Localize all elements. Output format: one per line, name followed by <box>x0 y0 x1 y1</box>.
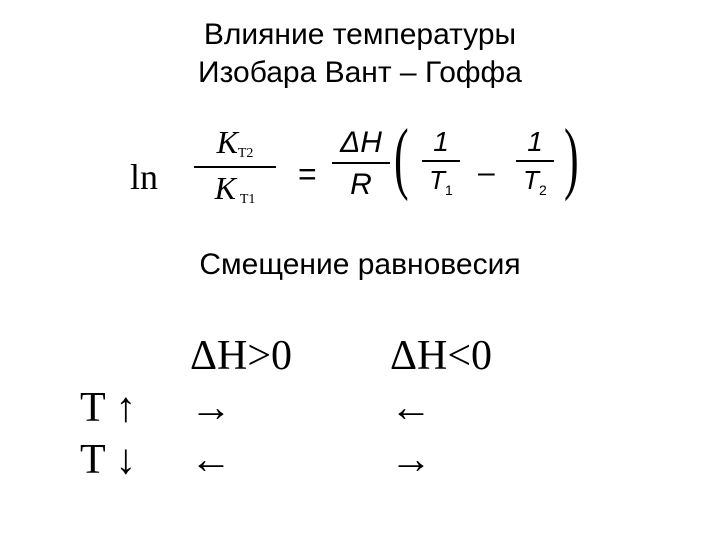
slide: Влияние температуры Изобара Вант – Гоффа… <box>0 0 720 540</box>
fraction-bar <box>194 166 276 168</box>
one: 1 <box>516 128 554 156</box>
T2: T2 <box>516 166 554 199</box>
T2-sub: 2 <box>539 182 547 198</box>
minus-sign: – <box>478 156 495 190</box>
fraction-K: КТ2 К Т1 <box>200 126 270 208</box>
T1: T1 <box>422 166 460 199</box>
table-row: ΔН>0 ΔН<0 <box>70 330 580 382</box>
table: ΔН>0 ΔН<0 T ↑ → ← T ↓ ← → <box>70 330 580 486</box>
left-paren: ( <box>394 118 409 198</box>
T-sym: T <box>429 165 445 195</box>
equilibrium-shift-table: ΔН>0 ΔН<0 T ↑ → ← T ↓ ← → <box>70 330 580 486</box>
one: 1 <box>422 128 460 156</box>
K-T2: КТ2 <box>200 126 270 162</box>
subtitle: Смещение равновесия <box>0 248 720 282</box>
fraction-bar <box>422 160 460 162</box>
row-label-T-down: T ↓ <box>70 434 180 486</box>
cell-Tdown-dHneg: → <box>380 434 580 486</box>
title-line-1: Влияние температуры <box>0 18 720 52</box>
row-label-T-up: T ↑ <box>70 382 180 434</box>
table-row: T ↓ ← → <box>70 434 580 486</box>
vant-hoff-equation: ln КТ2 К Т1 = ΔН R ( 1 T1 – 1 <box>120 120 600 220</box>
T-sym: T <box>523 165 539 195</box>
cell-Tup-dHneg: ← <box>380 382 580 434</box>
K-T1: К Т1 <box>200 172 270 208</box>
fraction-1-T2: 1 T2 <box>516 128 554 199</box>
cell-Tup-dHpos: → <box>180 382 380 434</box>
equals-sign: = <box>298 156 317 193</box>
table-cell-empty <box>70 330 180 382</box>
table-row: T ↑ → ← <box>70 382 580 434</box>
fraction-bar <box>332 162 390 164</box>
title-line-2: Изобара Вант – Гоффа <box>0 56 720 90</box>
cell-Tdown-dHpos: ← <box>180 434 380 486</box>
right-paren: ) <box>564 118 579 198</box>
K-top-sub: Т2 <box>238 146 254 161</box>
K-top-sym: К <box>217 124 238 160</box>
K-bot-sym: К <box>215 170 236 206</box>
R: R <box>332 168 390 201</box>
T1-sub: 1 <box>445 182 453 198</box>
K-bot-sub: Т1 <box>240 192 256 207</box>
fraction-bar <box>516 160 554 162</box>
delta-H: ΔН <box>332 128 390 158</box>
header-dH-positive: ΔН>0 <box>180 330 380 382</box>
ln-symbol: ln <box>130 156 158 198</box>
fraction-1-T1: 1 T1 <box>422 128 460 199</box>
header-dH-negative: ΔН<0 <box>380 330 580 382</box>
fraction-dH-R: ΔН R <box>332 128 390 201</box>
